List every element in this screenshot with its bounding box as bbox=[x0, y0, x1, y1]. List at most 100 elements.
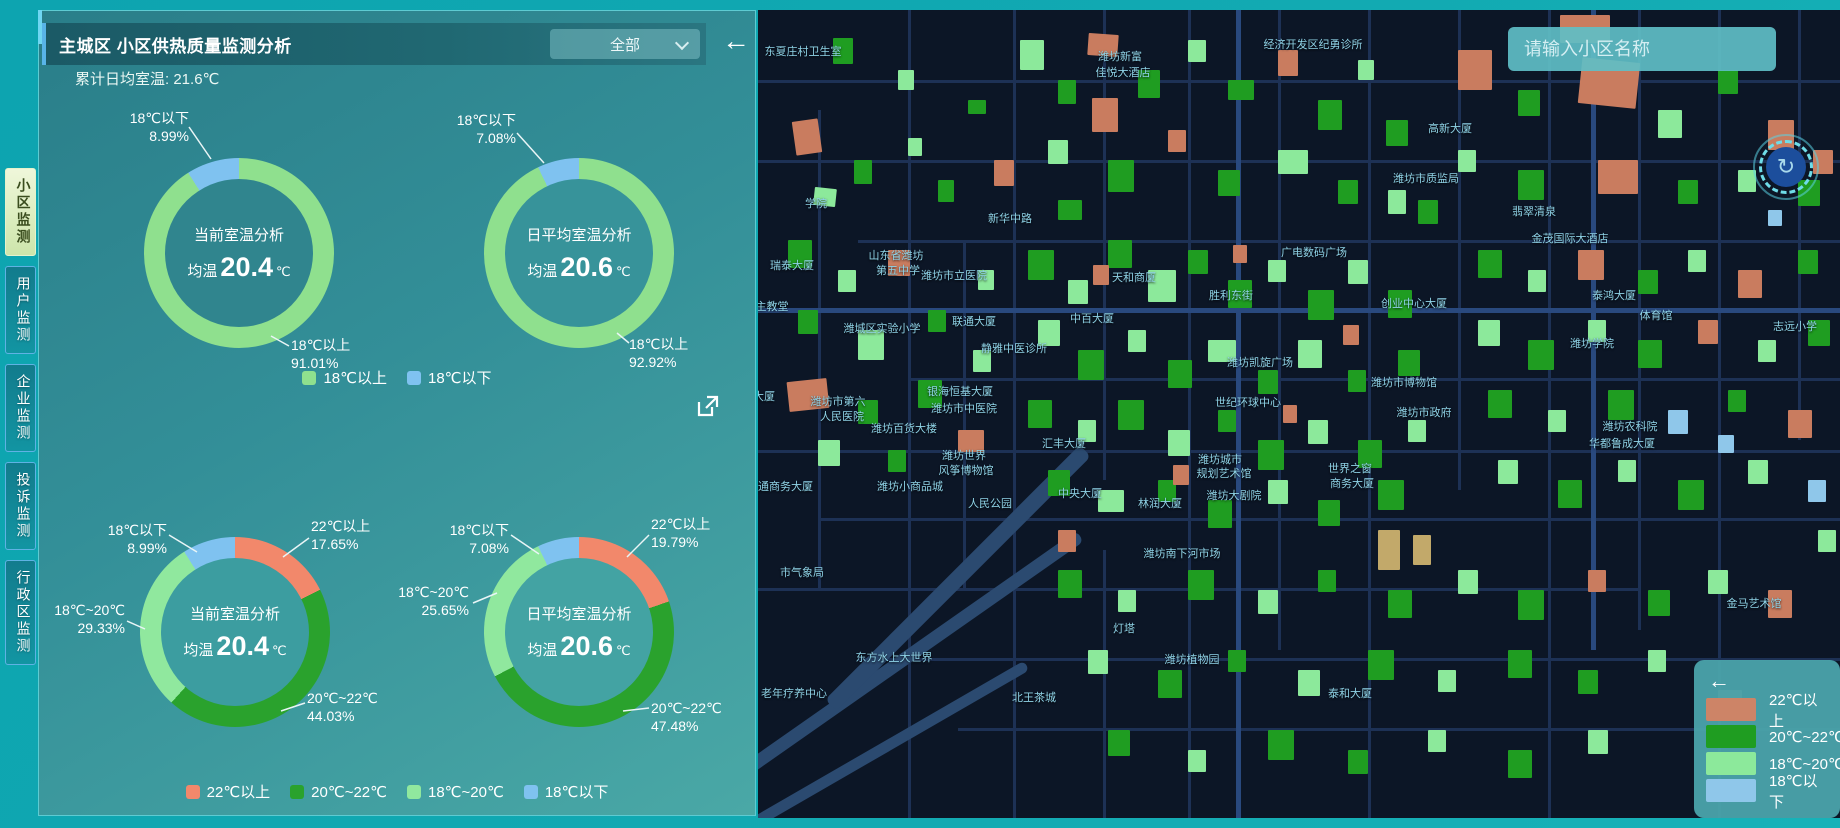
map-building[interactable] bbox=[1138, 70, 1160, 98]
legend-item[interactable]: 22℃以上 bbox=[185, 781, 270, 802]
legend-item[interactable]: 20℃~22℃ bbox=[290, 783, 387, 801]
map-building[interactable] bbox=[1788, 410, 1812, 438]
map-building[interactable] bbox=[1048, 470, 1070, 496]
donut-current-temp-2seg[interactable]: 当前室温分析 均温 20.4 ℃ bbox=[144, 158, 334, 348]
map-building[interactable] bbox=[1608, 390, 1634, 420]
city-map[interactable]: 东夏庄村卫生室 潍坊新富 佳悦大酒店 经济开发区纪勇诊所 高新大厦 潍坊市质监局 翡翠清泉金… bbox=[758, 10, 1840, 818]
map-building[interactable] bbox=[1348, 370, 1366, 392]
map-building[interactable] bbox=[1698, 320, 1718, 344]
map-building[interactable] bbox=[1678, 480, 1704, 510]
map-building[interactable] bbox=[1173, 465, 1189, 485]
open-detail-button[interactable] bbox=[695, 393, 721, 419]
map-building[interactable] bbox=[791, 118, 823, 156]
legend-item[interactable]: 18℃~20℃ bbox=[407, 783, 504, 801]
map-building[interactable] bbox=[1498, 460, 1518, 484]
map-building[interactable] bbox=[888, 450, 906, 472]
map-building[interactable] bbox=[1278, 50, 1298, 76]
map-building[interactable] bbox=[788, 240, 812, 268]
map-building[interactable] bbox=[1638, 340, 1662, 368]
map-building[interactable] bbox=[1228, 80, 1254, 100]
map-building[interactable] bbox=[1818, 530, 1836, 552]
map-building[interactable] bbox=[1748, 460, 1768, 484]
map-building[interactable] bbox=[1168, 430, 1190, 456]
collapse-panel-arrow-icon[interactable]: ← bbox=[722, 25, 750, 56]
map-building[interactable] bbox=[1118, 400, 1144, 430]
map-building[interactable] bbox=[1648, 590, 1670, 616]
map-building[interactable] bbox=[1108, 160, 1134, 192]
map-building[interactable] bbox=[1798, 250, 1818, 274]
map-building[interactable] bbox=[1108, 730, 1130, 756]
map-building[interactable] bbox=[1413, 535, 1431, 565]
map-building[interactable] bbox=[1078, 350, 1104, 380]
map-building[interactable] bbox=[1488, 390, 1512, 418]
sidebar-tab-user-monitor[interactable]: 用户监测 bbox=[4, 266, 36, 354]
map-building[interactable] bbox=[1478, 250, 1502, 278]
map-building[interactable] bbox=[858, 400, 878, 424]
map-building[interactable] bbox=[908, 138, 922, 156]
map-building[interactable] bbox=[1718, 435, 1734, 453]
map-building[interactable] bbox=[898, 70, 914, 90]
map-building[interactable] bbox=[1368, 650, 1394, 680]
map-building[interactable] bbox=[1148, 270, 1176, 302]
map-building[interactable] bbox=[1708, 570, 1728, 594]
map-building[interactable] bbox=[1168, 130, 1186, 152]
map-building[interactable] bbox=[1228, 650, 1246, 672]
sidebar-tab-community-monitor[interactable]: 小区监测 bbox=[4, 168, 36, 256]
map-building[interactable] bbox=[1378, 480, 1404, 510]
map-building[interactable] bbox=[888, 250, 910, 276]
map-building[interactable] bbox=[1588, 570, 1606, 592]
map-building[interactable] bbox=[1378, 530, 1400, 570]
sidebar-tab-enterprise-monitor[interactable]: 企业监测 bbox=[4, 364, 36, 452]
map-building[interactable] bbox=[1188, 750, 1206, 772]
map-building[interactable] bbox=[1508, 750, 1532, 778]
map-building[interactable] bbox=[1208, 340, 1236, 362]
legend-item[interactable]: 18℃以下 bbox=[523, 781, 608, 802]
map-building[interactable] bbox=[1518, 170, 1544, 200]
map-building[interactable] bbox=[818, 440, 840, 466]
map-building[interactable] bbox=[938, 180, 954, 202]
map-building[interactable] bbox=[1758, 340, 1776, 362]
map-building[interactable] bbox=[1308, 290, 1334, 320]
map-building[interactable] bbox=[854, 160, 872, 184]
map-building[interactable] bbox=[1388, 190, 1406, 214]
map-building[interactable] bbox=[1398, 350, 1420, 376]
map-building[interactable] bbox=[1768, 590, 1792, 618]
map-building[interactable] bbox=[1028, 400, 1052, 428]
map-building[interactable] bbox=[1088, 650, 1108, 674]
map-building[interactable] bbox=[928, 310, 946, 332]
map-building[interactable] bbox=[1058, 80, 1076, 104]
map-building[interactable] bbox=[1048, 140, 1068, 164]
map-building[interactable] bbox=[1458, 570, 1478, 594]
map-building[interactable] bbox=[1648, 650, 1666, 672]
legend-item[interactable]: 18℃以下 bbox=[407, 367, 492, 388]
map-building[interactable] bbox=[1093, 265, 1109, 285]
map-building[interactable] bbox=[1343, 325, 1359, 345]
map-building[interactable] bbox=[1318, 570, 1336, 592]
map-building[interactable] bbox=[1258, 590, 1278, 614]
sidebar-tab-district-monitor[interactable]: 行政区监测 bbox=[4, 560, 36, 665]
map-building[interactable] bbox=[1348, 750, 1368, 774]
map-building[interactable] bbox=[1278, 150, 1308, 174]
map-building[interactable] bbox=[1338, 180, 1358, 204]
map-building[interactable] bbox=[1388, 590, 1412, 618]
map-building[interactable] bbox=[1808, 480, 1826, 502]
map-building[interactable] bbox=[1020, 40, 1044, 70]
map-building[interactable] bbox=[1208, 500, 1232, 528]
sidebar-tab-complaint-monitor[interactable]: 投诉监测 bbox=[4, 462, 36, 550]
map-building[interactable] bbox=[833, 38, 853, 64]
map-building[interactable] bbox=[1688, 250, 1706, 272]
map-building[interactable] bbox=[1078, 420, 1096, 442]
map-building[interactable] bbox=[1528, 270, 1546, 292]
map-building[interactable] bbox=[1058, 570, 1082, 598]
map-building[interactable] bbox=[973, 350, 991, 372]
map-building[interactable] bbox=[1528, 340, 1554, 370]
search-input[interactable] bbox=[1508, 27, 1776, 71]
map-building[interactable] bbox=[1218, 410, 1236, 432]
map-building[interactable] bbox=[1458, 50, 1492, 90]
map-building[interactable] bbox=[1128, 330, 1146, 352]
map-building[interactable] bbox=[1478, 320, 1500, 346]
map-building[interactable] bbox=[958, 430, 984, 452]
map-building[interactable] bbox=[1258, 440, 1284, 470]
map-building[interactable] bbox=[1038, 320, 1060, 346]
donut-daily-avg-temp-4seg[interactable]: 日平均室温分析 均温 20.6 ℃ bbox=[484, 537, 674, 727]
